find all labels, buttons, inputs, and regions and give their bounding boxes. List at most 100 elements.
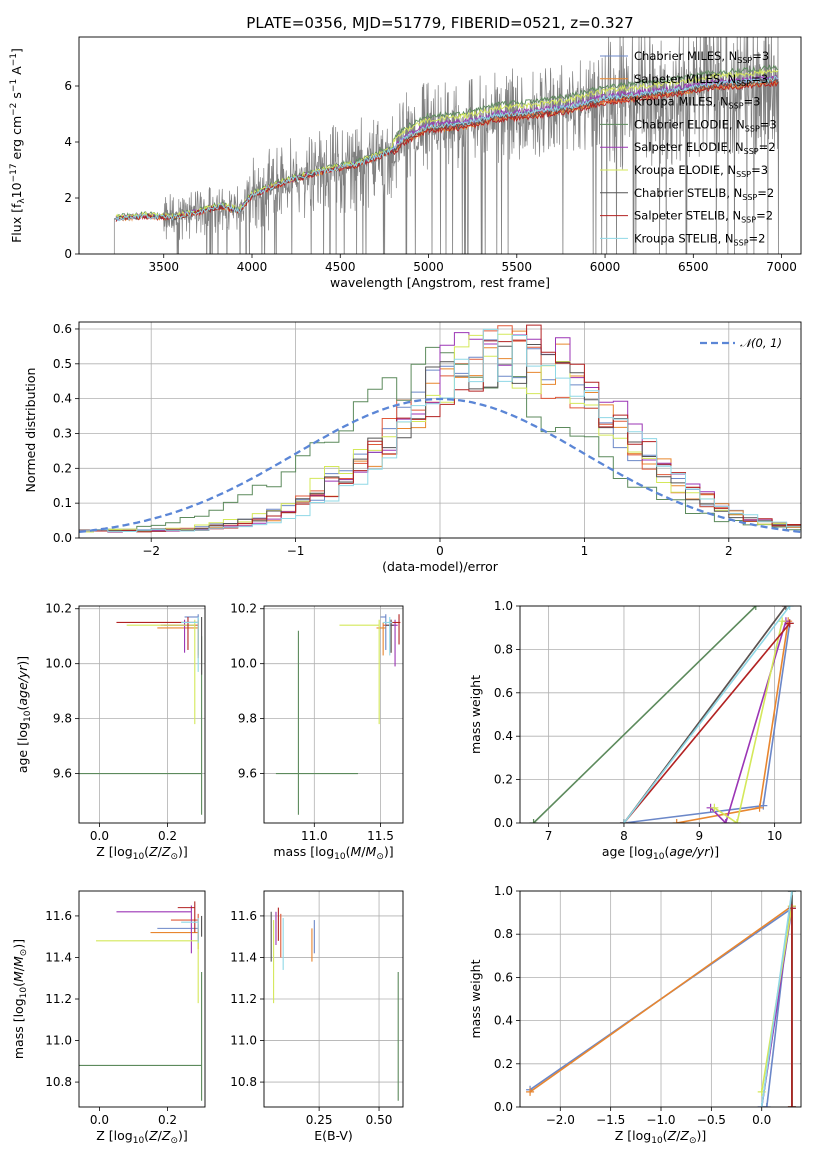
weight_vs_age-ytick-label: 0.8 <box>494 642 513 656</box>
gaussian-curve <box>79 397 801 534</box>
mass_vs_EBV-marks <box>270 907 399 1101</box>
mass-weight-marker <box>778 617 787 626</box>
gaussian-legend-label: 𝒩(0, 1) <box>740 336 782 350</box>
weight_vs_Z-xtick-label: −1.5 <box>596 1113 625 1127</box>
mass_vs_Z-xtick-label: 0.0 <box>90 1113 109 1127</box>
mass_vs_EBV-ytick-label: 11.0 <box>230 1034 257 1048</box>
age_vs_Z-xtick-label: 0.2 <box>158 829 177 843</box>
weight_vs_Z-xtick-label: −1.0 <box>646 1113 675 1127</box>
spectrum-ytick-label: 0 <box>64 247 72 261</box>
mass_vs_EBV-ytick-label: 10.8 <box>230 1075 257 1089</box>
spectrum-ytick-label: 2 <box>64 191 72 205</box>
residuals-xlabel: (data-model)/error <box>382 559 499 574</box>
age_vs_mass-ytick-label: 9.6 <box>238 767 257 781</box>
mass-weight-line <box>623 622 791 823</box>
weight_vs_age-ytick-label: 0.4 <box>494 729 513 743</box>
weight_vs_Z-axes: −2.0 −1.5 −1.0 −0.5 0.0 0.0 0.2 0.4 0.6 0.8 1.0 Z [… <box>468 884 802 1146</box>
age_vs_Z-ylabel: age [log10(age/yr)] <box>15 656 33 773</box>
age_vs_mass-xtick-label: 11.5 <box>367 829 394 843</box>
mass_vs_EBV-ytick-label: 11.6 <box>230 909 257 923</box>
legend-entry: Salpeter ELODIE, NSSP=2 <box>634 140 776 156</box>
spectrum-xtick-label: 3500 <box>148 260 179 274</box>
weight_vs_Z-ytick-label: 0.0 <box>494 1100 513 1114</box>
age_vs_mass-xtick-label: 11.0 <box>301 829 328 843</box>
age_vs_Z-frame <box>78 605 206 824</box>
spectrum-xtick-label: 4000 <box>237 260 268 274</box>
residuals-ytick-label: 0.1 <box>53 496 72 510</box>
weight_vs_Z-marks <box>526 891 796 1107</box>
weight_vs_Z-xtick-label: −2.0 <box>546 1113 575 1127</box>
weight_vs_age-axes: 7 8 9 10 0.0 0.2 0.4 0.6 0.8 1.0 age [log10(age/yr… <box>468 599 802 862</box>
mass-weight-line <box>713 621 783 823</box>
mass_vs_EBV-xtick-label: 0.50 <box>366 1113 393 1127</box>
mass_vs_EBV-ytick-label: 11.4 <box>230 950 257 964</box>
spectrum-xtick-label: 4500 <box>325 260 356 274</box>
age_vs_Z-ytick-label: 10.0 <box>45 657 72 671</box>
mass-weight-marker <box>529 819 538 823</box>
age_vs_Z-ytick-label: 9.6 <box>53 767 72 781</box>
weight_vs_Z-ytick-label: 0.6 <box>494 970 513 984</box>
mass_vs_Z-ytick-label: 11.4 <box>45 950 72 964</box>
mass-weight-marker <box>526 1087 535 1096</box>
age_vs_mass-frame <box>263 605 404 824</box>
residuals-ytick-label: 0.4 <box>53 392 72 406</box>
mass-weight-line <box>623 606 791 823</box>
spectrum-ytick-label: 6 <box>64 79 72 93</box>
weight_vs_age-ytick-label: 1.0 <box>494 599 513 613</box>
figure-title: PLATE=0356, MJD=51779, FIBERID=0521, z=0… <box>246 14 633 32</box>
residuals-ylabel: Normed distribution <box>23 368 38 493</box>
spectrum-xtick-label: 6000 <box>590 260 621 274</box>
weight_vs_age-xtick-label: 9 <box>695 829 703 843</box>
mass_vs_EBV-axes: 0.25 0.50 10.8 11.0 11.2 11.4 11.6 E(B-V) <box>230 890 404 1143</box>
spectrum-axes: 3500 4000 4500 5000 5500 6000 6500 7000 0 2 4 6 wave… <box>9 36 802 290</box>
residuals-ytick-label: 0.0 <box>53 531 72 545</box>
weight_vs_Z-ylabel: mass weight <box>468 959 483 1038</box>
legend-entry: Chabrier ELODIE, NSSP=3 <box>634 117 777 133</box>
legend-entry: Chabrier MILES, NSSP=3 <box>634 49 769 65</box>
weight_vs_age-xtick-label: 10 <box>767 829 782 843</box>
weight_vs_Z-ytick-label: 0.8 <box>494 927 513 941</box>
mass_vs_Z-marks <box>79 901 203 1101</box>
legend-entry: Salpeter MILES, NSSP=3 <box>634 72 768 88</box>
residuals-frame <box>78 321 802 539</box>
mass-weight-marker <box>672 819 681 823</box>
weight_vs_Z-xtick-label: −0.5 <box>697 1113 726 1127</box>
age_vs_mass-ytick-label: 10.2 <box>230 602 257 616</box>
spectrum-ytick-label: 4 <box>64 135 72 149</box>
residuals-xtick-label: 1 <box>581 544 589 558</box>
spectrum-model-line <box>115 68 779 221</box>
weight_vs_Z-xlabel: Z [log10(Z/Z⊙)] <box>615 1128 707 1146</box>
age_vs_Z-xlabel: Z [log10(Z/Z⊙)] <box>96 844 188 862</box>
mass-weight-marker <box>762 1103 771 1107</box>
weight_vs_age-marks <box>529 606 794 823</box>
weight_vs_age-ytick-label: 0.2 <box>494 773 513 787</box>
weight_vs_age-xtick-label: 8 <box>620 829 628 843</box>
mass-weight-line <box>760 891 793 1107</box>
mass-weight-marker <box>785 606 794 610</box>
weight_vs_Z-ytick-label: 0.4 <box>494 1014 513 1028</box>
residuals-ytick-label: 0.3 <box>53 426 72 440</box>
mass_vs_Z-xtick-label: 0.2 <box>158 1113 177 1127</box>
weight_vs_Z-ytick-label: 0.2 <box>494 1057 513 1071</box>
residuals-ytick-label: 0.5 <box>53 357 72 371</box>
residual-histogram-step <box>79 344 801 532</box>
mass_vs_Z-ytick-label: 11.2 <box>45 992 72 1006</box>
legend-entry: Chabrier STELIB, NSSP=2 <box>634 186 774 202</box>
mass_vs_EBV-xlabel: E(B-V) <box>314 1128 353 1143</box>
weight_vs_age-frame <box>519 605 802 824</box>
age_vs_mass-marks <box>275 614 401 815</box>
age_vs_mass-ytick-label: 10.0 <box>230 657 257 671</box>
weight_vs_age-xlabel: age [log10(age/yr)] <box>602 844 719 862</box>
mass-weight-marker <box>721 819 730 823</box>
mass-weight-line <box>533 606 757 823</box>
residuals-axes: −2 −1 0 1 2 0.0 0.1 0.2 0.3 0.4 0.5 0.6 (data-model)… <box>23 321 802 574</box>
weight_vs_age-ytick-label: 0.6 <box>494 686 513 700</box>
mass_vs_Z-frame <box>78 890 206 1108</box>
legend-entry: Kroupa STELIB, NSSP=2 <box>634 231 765 247</box>
mass-weight-marker <box>787 891 796 895</box>
mass_vs_Z-ytick-label: 11.6 <box>45 909 72 923</box>
residual-histogram-step <box>79 328 801 533</box>
mass_vs_EBV-ytick-label: 11.2 <box>230 992 257 1006</box>
age_vs_Z-axes: 0.0 0.2 9.6 9.8 10.0 10.2 Z [log10(Z/Z⊙)] age [… <box>15 602 206 862</box>
